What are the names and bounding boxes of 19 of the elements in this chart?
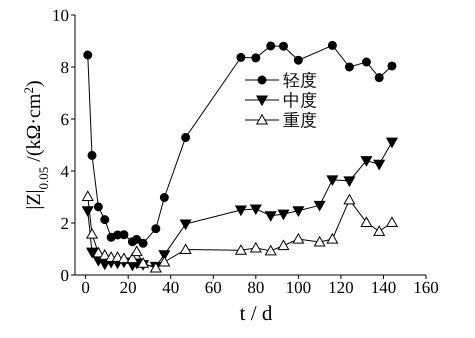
y-tick-label: 4 bbox=[60, 162, 70, 182]
y-tick-label: 6 bbox=[60, 110, 69, 130]
x-tick-label: 40 bbox=[162, 278, 180, 298]
legend-label: 中度 bbox=[283, 91, 317, 111]
x-tick-label: 0 bbox=[81, 278, 90, 298]
x-tick-label: 80 bbox=[247, 278, 264, 298]
y-tick-label: 2 bbox=[60, 214, 69, 234]
y-tick-label: 8 bbox=[60, 58, 69, 78]
legend-label: 轻度 bbox=[283, 71, 317, 91]
x-tick-label: 60 bbox=[204, 278, 222, 298]
y-tick-label: 10 bbox=[52, 6, 69, 26]
x-axis-title: t / d bbox=[240, 301, 273, 325]
x-tick-label: 160 bbox=[413, 278, 439, 298]
x-tick-label: 120 bbox=[328, 278, 354, 298]
y-tick-label: 0 bbox=[60, 266, 69, 286]
legend-label: 重度 bbox=[283, 111, 317, 131]
x-tick-label: 100 bbox=[286, 278, 312, 298]
x-tick-label: 20 bbox=[120, 278, 137, 298]
x-tick-label: 140 bbox=[370, 278, 396, 298]
